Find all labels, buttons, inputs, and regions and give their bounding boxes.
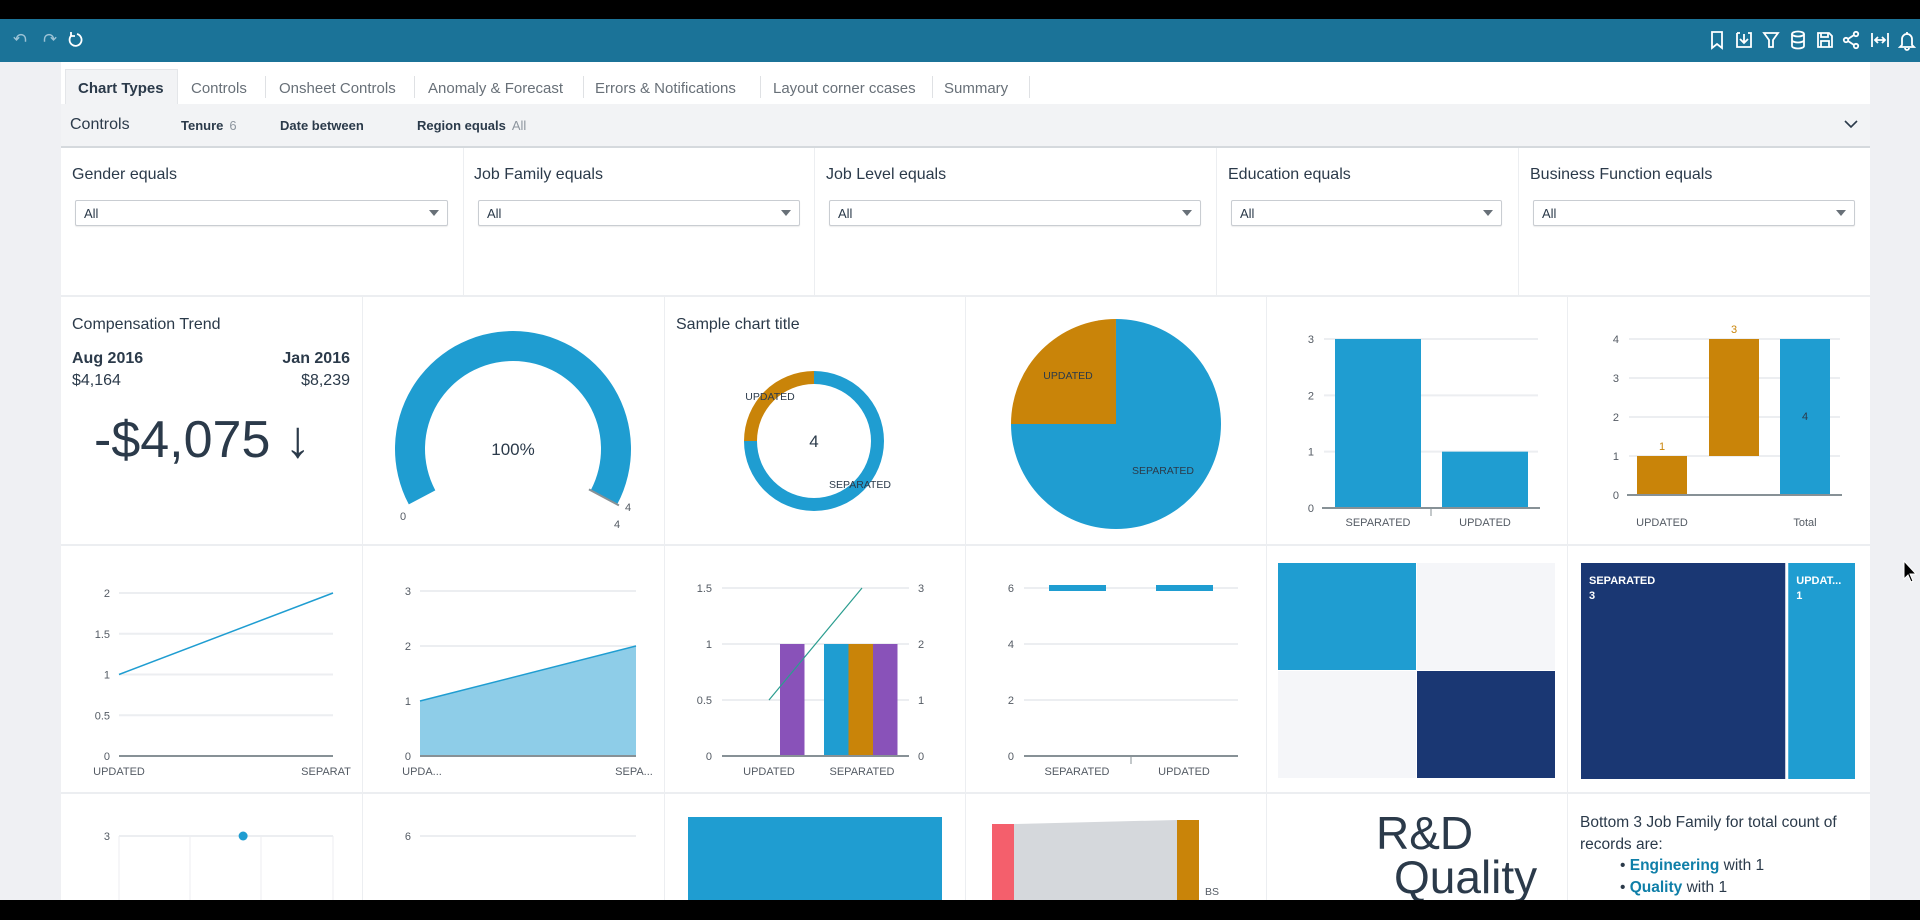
controls-title: Controls [70, 116, 130, 133]
education-dropdown[interactable]: All [1231, 200, 1502, 226]
control-region[interactable]: Region equals All [417, 118, 526, 133]
wordcloud-word: Quality [1394, 851, 1538, 903]
dropdown-value: All [487, 206, 502, 221]
narrative-text: Bottom 3 Job Family for total count of r… [1580, 814, 1837, 853]
share-icon[interactable] [1840, 29, 1862, 51]
bell-icon[interactable] [1896, 29, 1918, 51]
tab-divider [583, 76, 584, 98]
screen-top-bar [0, 0, 1920, 19]
narrative-item-name[interactable]: Quality [1629, 879, 1683, 896]
divider [1567, 297, 1568, 900]
divider [1518, 148, 1519, 296]
caret-down-icon [1836, 210, 1846, 216]
tab-chart-types[interactable]: Chart Types [78, 80, 164, 97]
kpi-delta: -$4,075 ↓ [94, 411, 311, 469]
control-value: All [511, 118, 527, 133]
divider [362, 297, 363, 900]
redo-icon[interactable] [40, 29, 58, 51]
filter-label-education: Education equals [1228, 166, 1351, 183]
control-value: 6 [229, 118, 237, 133]
donut-title: Sample chart title [676, 316, 800, 333]
sheet-tabs: Chart Types Controls Onsheet Controls An… [61, 62, 1870, 104]
tab-divider [760, 76, 761, 98]
tab-divider [1029, 76, 1030, 98]
dataset-icon[interactable] [1787, 29, 1809, 51]
tab-errors-notifications[interactable]: Errors & Notifications [595, 80, 736, 97]
caret-down-icon [429, 210, 439, 216]
gender-dropdown[interactable]: All [75, 200, 448, 226]
refresh-icon[interactable] [66, 29, 86, 51]
narrative-item: • Quality with 1 [1620, 879, 1728, 896]
controls-bar[interactable]: Controls Tenure 6 Date between Region equ… [61, 104, 1870, 148]
caret-down-icon [781, 210, 791, 216]
divider [814, 148, 815, 296]
export-icon[interactable] [1733, 29, 1755, 51]
kpi-left-period: Aug 2016 [72, 350, 144, 367]
kpi-right-period: Jan 2016 [282, 350, 350, 367]
narrative-item-name[interactable]: Engineering [1629, 857, 1720, 874]
kpi-right-value: $8,239 [301, 372, 350, 389]
save-icon[interactable] [1814, 29, 1836, 51]
tab-divider [414, 76, 415, 98]
dropdown-value: All [1542, 206, 1557, 221]
filter-label-job-level: Job Level equals [826, 166, 947, 183]
control-date-between[interactable]: Date between [280, 118, 364, 133]
narrative-item: • Engineering with 1 [1620, 857, 1765, 874]
tab-summary[interactable]: Summary [944, 80, 1009, 97]
bookmark-icon[interactable] [1706, 29, 1728, 51]
caret-down-icon [1483, 210, 1493, 216]
divider [965, 297, 966, 900]
kpi-left-value: $4,164 [72, 372, 121, 389]
divider [664, 297, 665, 900]
job-level-dropdown[interactable]: All [829, 200, 1201, 226]
dropdown-value: All [838, 206, 853, 221]
screen-bottom-bar [0, 900, 1920, 920]
filter-label-business-function: Business Function equals [1530, 166, 1713, 183]
fit-width-icon[interactable] [1869, 29, 1891, 51]
business-function-dropdown[interactable]: All [1533, 200, 1855, 226]
filter-label-gender: Gender equals [72, 166, 177, 183]
control-label: Date between [280, 118, 364, 133]
divider [61, 295, 1870, 297]
dropdown-value: All [1240, 206, 1255, 221]
tab-anomaly-forecast[interactable]: Anomaly & Forecast [428, 80, 564, 97]
kpi-title: Compensation Trend [72, 316, 221, 333]
control-label: Region equals [417, 118, 506, 133]
tab-divider [932, 76, 933, 98]
narrative-item-suffix: with 1 [1719, 857, 1765, 874]
job-family-dropdown[interactable]: All [478, 200, 800, 226]
app-toolbar [0, 19, 1920, 62]
narrative-item-suffix: with 1 [1682, 879, 1728, 896]
active-tab-highlight [65, 69, 178, 105]
control-tenure[interactable]: Tenure 6 [181, 118, 237, 133]
control-label: Tenure [181, 118, 224, 133]
divider [463, 148, 464, 296]
divider [1266, 297, 1267, 900]
divider [1216, 148, 1217, 296]
mouse-cursor-icon [1903, 559, 1919, 584]
tab-onsheet-controls[interactable]: Onsheet Controls [279, 80, 396, 97]
chevron-down-icon[interactable] [1843, 116, 1859, 132]
filter-icon[interactable] [1760, 29, 1782, 51]
tab-layout-corner-cases[interactable]: Layout corner ccases [773, 80, 916, 97]
undo-icon[interactable] [12, 29, 30, 51]
tab-divider [265, 76, 266, 98]
tab-controls[interactable]: Controls [191, 80, 247, 97]
caret-down-icon [1182, 210, 1192, 216]
dropdown-value: All [84, 206, 99, 221]
wordcloud-word: R&D [1376, 807, 1474, 859]
filter-label-job-family: Job Family equals [474, 166, 603, 183]
